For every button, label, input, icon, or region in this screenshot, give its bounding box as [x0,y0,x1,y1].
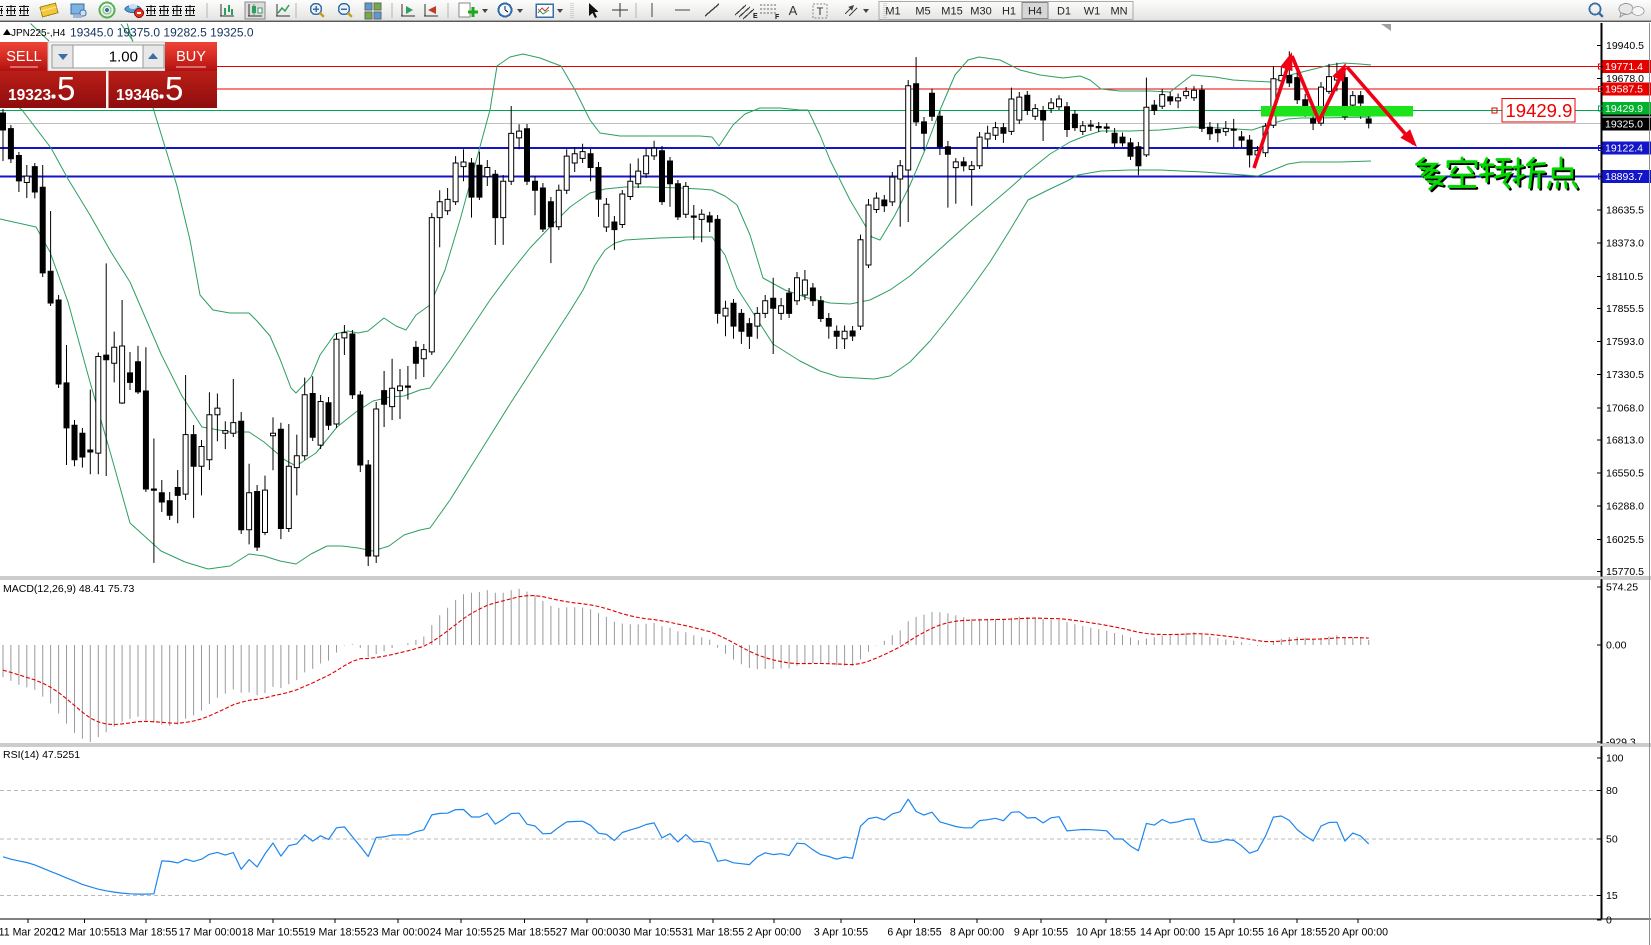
svg-text:19 Mar 18:55: 19 Mar 18:55 [304,927,367,939]
svg-text:9 Apr 10:55: 9 Apr 10:55 [1014,927,1068,939]
svg-text:0.00: 0.00 [1606,640,1627,652]
svg-text:A: A [789,3,798,18]
svg-text:80: 80 [1606,785,1618,797]
svg-text:16813.0: 16813.0 [1606,435,1644,447]
svg-text:M30: M30 [970,6,991,18]
svg-text:-929.3: -929.3 [1606,737,1636,749]
svg-text:10 Apr 18:55: 10 Apr 18:55 [1076,927,1136,939]
svg-text:19345.0 19375.0 19282.5 19325.: 19345.0 19375.0 19282.5 19325.0 [70,26,254,40]
svg-text:0: 0 [1606,915,1612,927]
svg-text:W1: W1 [1084,6,1101,18]
svg-text:19429.9: 19429.9 [1605,103,1643,115]
svg-text:13 Mar 18:55: 13 Mar 18:55 [115,927,178,939]
svg-text:5: 5 [165,70,183,107]
svg-text:19325.0: 19325.0 [1605,119,1643,131]
svg-text:MACD(12,26,9) 48.41 75.73: MACD(12,26,9) 48.41 75.73 [3,583,134,595]
svg-text:18110.5: 18110.5 [1606,271,1643,283]
svg-text:19587.5: 19587.5 [1605,84,1643,96]
svg-text:19429.9: 19429.9 [1506,100,1573,121]
svg-text:8 Apr 00:00: 8 Apr 00:00 [950,927,1004,939]
svg-text:23 Mar 00:00: 23 Mar 00:00 [367,927,430,939]
svg-text:20 Apr 00:00: 20 Apr 00:00 [1328,927,1388,939]
svg-text:18373.0: 18373.0 [1606,238,1644,250]
svg-text:100: 100 [1606,753,1624,765]
svg-text:25 Mar 18:55: 25 Mar 18:55 [493,927,556,939]
svg-text:14 Apr 00:00: 14 Apr 00:00 [1140,927,1200,939]
svg-text:SELL: SELL [6,49,41,65]
svg-text:5: 5 [57,70,75,107]
svg-text:JPN225-,H4: JPN225-,H4 [11,28,66,39]
svg-text:19346: 19346 [116,87,159,104]
svg-text:19323: 19323 [8,87,51,104]
svg-text:6 Apr 18:55: 6 Apr 18:55 [887,927,941,939]
svg-text:19771.4: 19771.4 [1605,61,1643,73]
svg-text:19678.0: 19678.0 [1606,73,1644,85]
svg-text:T: T [817,6,824,18]
svg-text:574.25: 574.25 [1606,582,1638,594]
svg-text:50: 50 [1606,834,1618,846]
svg-text:16025.5: 16025.5 [1606,534,1644,546]
svg-text:15 Apr 10:55: 15 Apr 10:55 [1204,927,1264,939]
svg-text:D1: D1 [1057,6,1071,18]
svg-text:H1: H1 [1002,6,1016,18]
svg-text:17330.5: 17330.5 [1606,369,1644,381]
svg-text:17855.5: 17855.5 [1606,303,1644,315]
svg-text:15: 15 [1606,890,1618,902]
svg-text:27 Mar 00:00: 27 Mar 00:00 [556,927,619,939]
svg-text:18893.7: 18893.7 [1605,171,1643,183]
svg-text:15770.5: 15770.5 [1606,566,1644,578]
svg-text:M15: M15 [941,6,962,18]
svg-text:16288.0: 16288.0 [1606,501,1644,513]
svg-text:16550.5: 16550.5 [1606,468,1644,480]
svg-text:11 Mar 2020: 11 Mar 2020 [0,927,57,939]
svg-text:F: F [775,14,780,21]
svg-text:17593.0: 17593.0 [1606,336,1644,348]
svg-text:17 Mar 00:00: 17 Mar 00:00 [179,927,242,939]
svg-text:3 Apr 10:55: 3 Apr 10:55 [814,927,868,939]
svg-text:19940.5: 19940.5 [1606,40,1644,52]
svg-text:H4: H4 [1028,6,1042,18]
svg-text:17068.0: 17068.0 [1606,402,1644,414]
svg-text:M1: M1 [885,6,900,18]
svg-text:30 Mar 10:55: 30 Mar 10:55 [619,927,682,939]
svg-text:19122.4: 19122.4 [1605,143,1643,155]
svg-text:24 Mar 10:55: 24 Mar 10:55 [430,927,493,939]
svg-text:1.00: 1.00 [109,49,138,66]
svg-text:18635.5: 18635.5 [1606,205,1644,217]
svg-text:31 Mar 18:55: 31 Mar 18:55 [682,927,745,939]
svg-text:E: E [753,13,758,20]
svg-text:RSI(14) 47.5251: RSI(14) 47.5251 [3,749,80,761]
svg-text:18 Mar 10:55: 18 Mar 10:55 [242,927,305,939]
svg-text:MN: MN [1110,6,1127,18]
svg-text:16 Apr 18:55: 16 Apr 18:55 [1267,927,1327,939]
svg-text:12 Mar 10:55: 12 Mar 10:55 [53,927,116,939]
svg-text:M5: M5 [915,6,930,18]
svg-text:BUY: BUY [176,49,206,65]
svg-text:2 Apr 00:00: 2 Apr 00:00 [747,927,801,939]
